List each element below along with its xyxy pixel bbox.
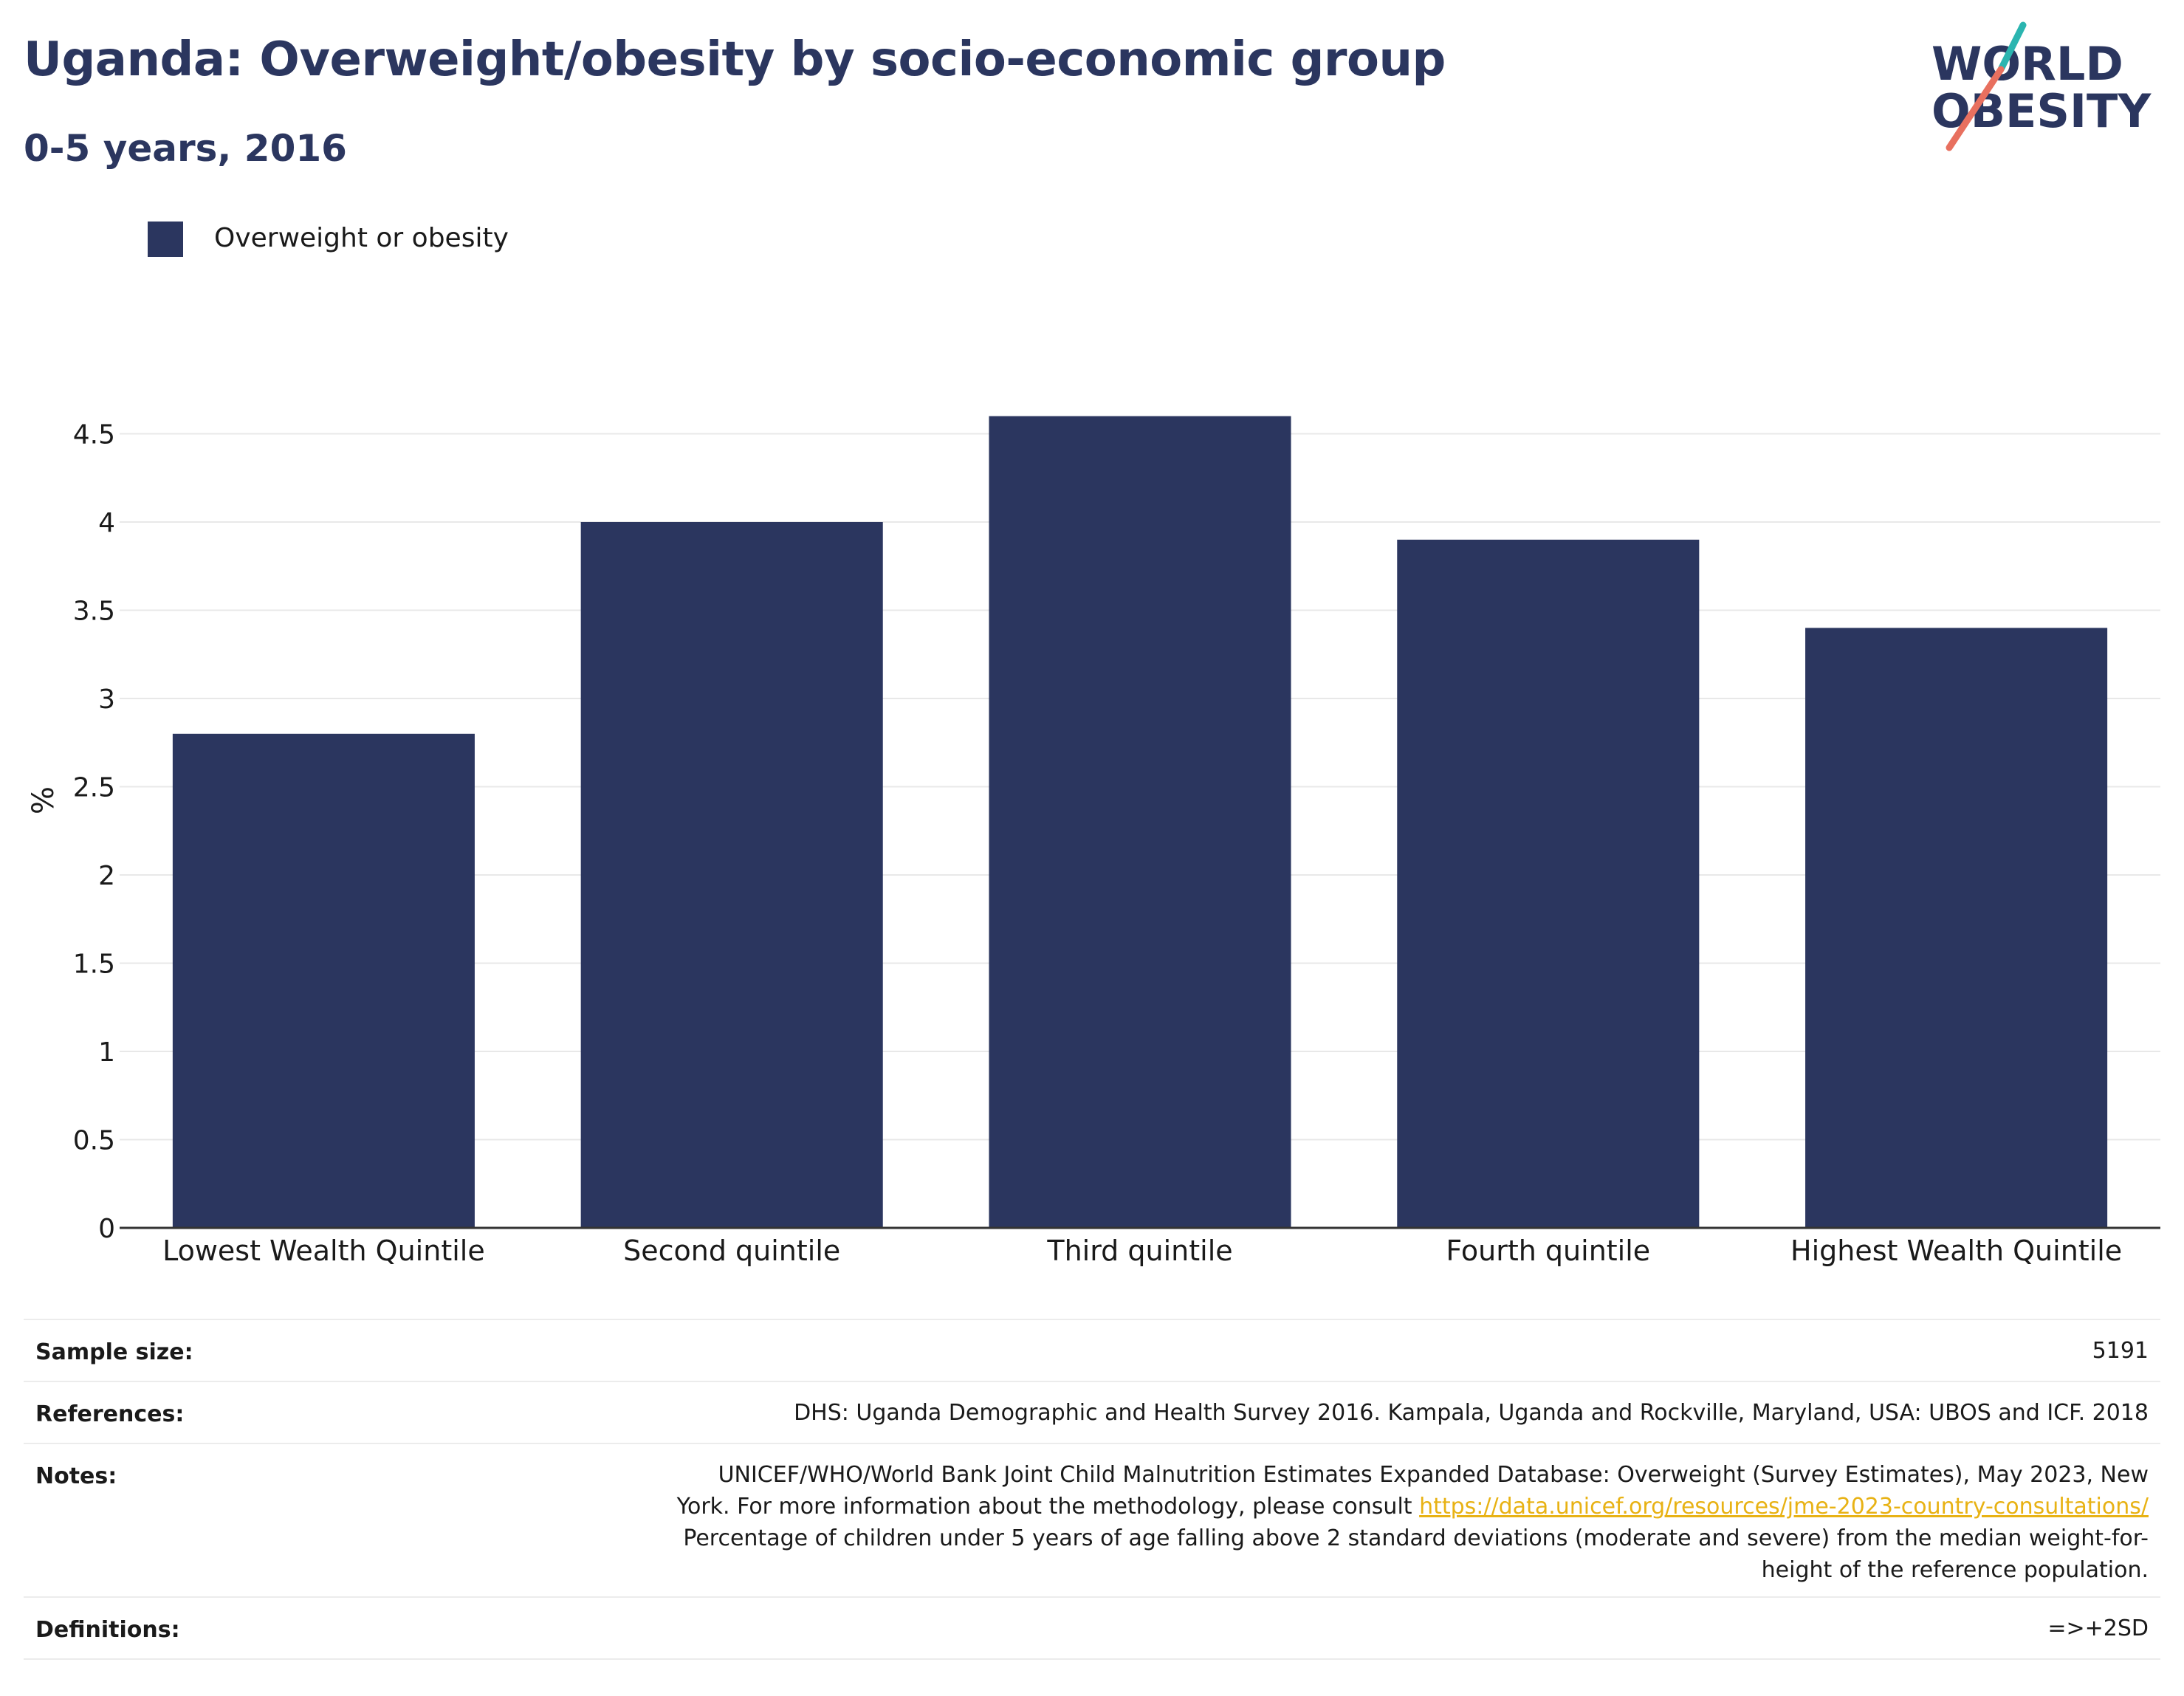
x-tick-label: Highest Wealth Quintile	[1790, 1235, 2122, 1267]
methodology-link[interactable]: https://data.unicef.org/resources/jme-20…	[1419, 1494, 2149, 1520]
notes-row: Notes: UNICEF/WHO/World Bank Joint Child…	[24, 1443, 2160, 1596]
logo-line-1: WORLD	[1931, 37, 2123, 91]
definitions-row: Definitions: =>+2SD	[24, 1596, 2160, 1660]
sample-size-row: Sample size: 5191	[24, 1319, 2160, 1381]
page-title: Uganda: Overweight/obesity by socio-econ…	[24, 32, 1446, 87]
sample-size-value: 5191	[2092, 1338, 2149, 1364]
definitions-value: =>+2SD	[2047, 1616, 2149, 1641]
legend-swatch	[148, 222, 183, 257]
y-tick-label: 4.5	[73, 420, 115, 450]
notes-label: Notes:	[35, 1463, 117, 1489]
page-subtitle: 0-5 years, 2016	[24, 127, 347, 170]
sample-size-label: Sample size:	[35, 1339, 193, 1365]
x-tick-label: Lowest Wealth Quintile	[162, 1235, 485, 1267]
definitions-label: Definitions:	[35, 1617, 180, 1643]
y-tick-label: 0	[98, 1214, 115, 1244]
references-row: References: DHS: Uganda Demographic and …	[24, 1381, 2160, 1443]
legend-label: Overweight or obesity	[214, 223, 509, 253]
y-tick-label: 1	[98, 1037, 115, 1068]
bar	[1397, 539, 1700, 1228]
y-tick-label: 3.5	[73, 597, 115, 627]
bar	[989, 416, 1291, 1228]
y-tick-label: 0.5	[73, 1126, 115, 1156]
y-tick-label: 2.5	[73, 773, 115, 803]
bar	[1805, 628, 2108, 1228]
world-obesity-logo: WORLD OBESITY	[1920, 21, 2171, 161]
x-tick-label: Third quintile	[1046, 1235, 1232, 1267]
references-value: DHS: Uganda Demographic and Health Surve…	[794, 1400, 2149, 1426]
x-tick-label: Second quintile	[623, 1235, 840, 1267]
notes-value: UNICEF/WHO/World Bank Joint Child Malnut…	[24, 1444, 2160, 1586]
notes-line-1: UNICEF/WHO/World Bank Joint Child Malnut…	[718, 1462, 2149, 1488]
bar	[580, 522, 883, 1228]
references-label: References:	[35, 1401, 185, 1427]
y-tick-label: 1.5	[73, 950, 115, 980]
logo-slash-icon	[1946, 21, 2027, 151]
notes-line-2: York. For more information about the met…	[24, 1491, 2149, 1522]
notes-line-4: height of the reference population.	[1761, 1557, 2149, 1583]
bar-chart: 0 0.5 1 1.5 2 2.5 3 3.5 4 4.5 Lowest Wealth Quinti…	[27, 416, 2160, 1267]
bars	[172, 416, 2108, 1228]
axes: 0 0.5 1 1.5 2 2.5 3 3.5 4 4.5 Lowest Wealth Quinti…	[27, 420, 2160, 1267]
y-axis-label: %	[27, 786, 61, 814]
logo-line-2: OBESITY	[1931, 84, 2152, 138]
y-tick-label: 2	[98, 861, 115, 891]
y-tick-label: 3	[98, 684, 115, 715]
x-tick-label: Fourth quintile	[1446, 1235, 1650, 1267]
y-tick-label: 4	[98, 508, 115, 538]
bar	[172, 733, 475, 1228]
info-table: Sample size: 5191 References: DHS: Ugand…	[24, 1319, 2160, 1660]
notes-line-2-text: York. For more information about the met…	[676, 1494, 1420, 1520]
notes-line-3: Percentage of children under 5 years of …	[683, 1525, 2149, 1551]
